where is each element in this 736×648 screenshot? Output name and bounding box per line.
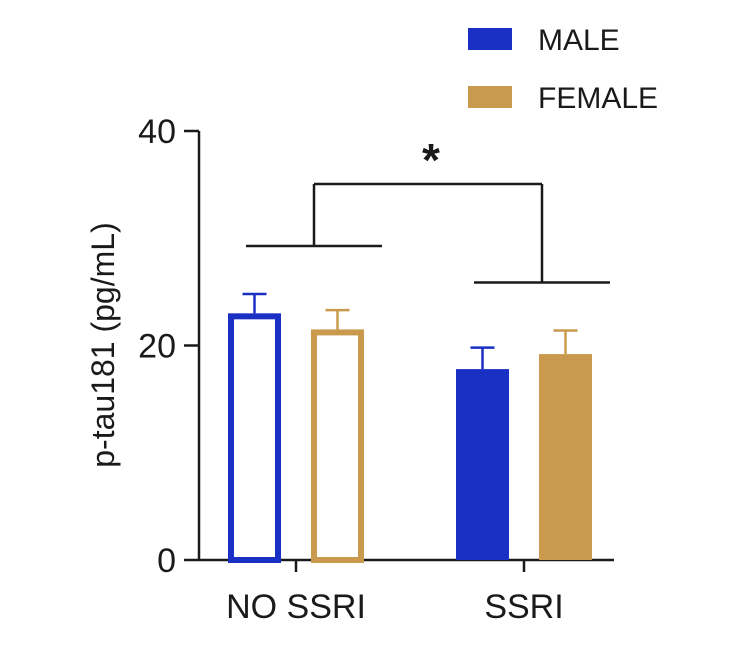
significance-bracket: * xyxy=(246,134,610,284)
legend-swatch-male xyxy=(468,28,512,50)
bar-female-ssri xyxy=(539,354,592,560)
y-axis-label: p-tau181 (pg/mL) xyxy=(85,222,121,467)
significance-star: * xyxy=(422,134,440,186)
x-tick-label: NO SSRI xyxy=(226,588,366,626)
bar-female-no-ssri xyxy=(311,329,364,563)
bar-male-no-ssri xyxy=(228,313,281,564)
y-tick-label: 20 xyxy=(138,328,176,366)
x-ticks: NO SSRI SSRI xyxy=(226,560,564,626)
bars xyxy=(228,292,592,564)
legend-label-male: MALE xyxy=(538,24,620,57)
legend: MALE FEMALE xyxy=(468,24,658,115)
x-tick-label: SSRI xyxy=(484,588,563,626)
y-ticks: 0 20 40 xyxy=(138,113,199,580)
legend-label-female: FEMALE xyxy=(538,82,658,115)
bar-male-ssri xyxy=(456,369,509,560)
y-tick-label: 0 xyxy=(157,542,176,580)
legend-swatch-female xyxy=(468,86,512,108)
y-tick-label: 40 xyxy=(138,113,176,151)
